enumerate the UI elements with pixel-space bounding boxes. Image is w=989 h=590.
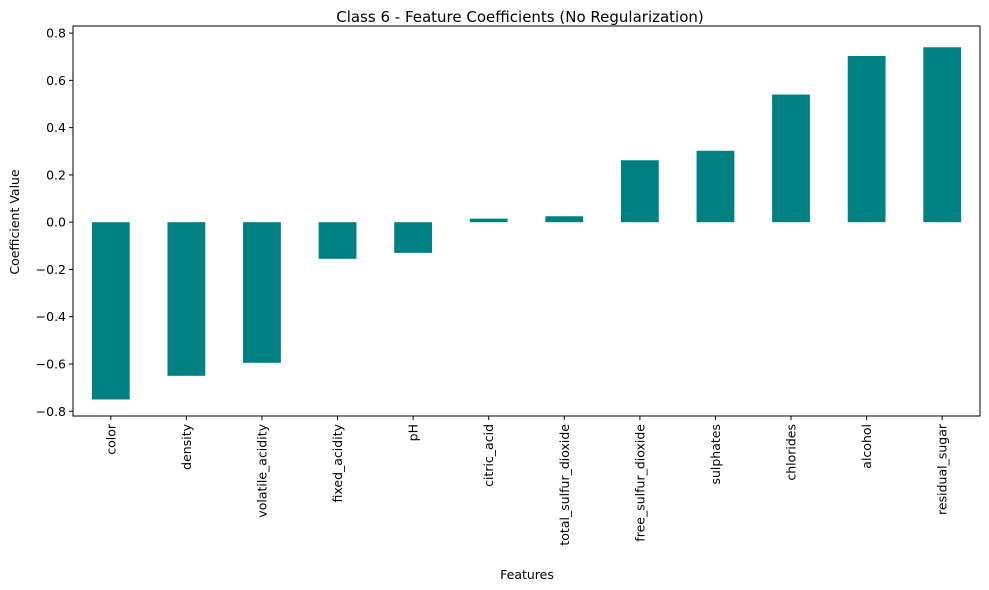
bar-density	[167, 222, 206, 376]
x-tick-label: pH	[406, 424, 421, 441]
bar-alcohol	[847, 56, 886, 223]
x-tick-label: free_sulfur_dioxide	[632, 424, 647, 542]
y-tick-label: −0.6	[36, 357, 66, 372]
bar-residual_sugar	[923, 47, 962, 223]
bar-pH	[394, 222, 433, 253]
y-tick-label: −0.4	[36, 309, 66, 324]
bar-chlorides	[772, 94, 810, 223]
bars-group	[91, 47, 962, 400]
bar-sulphates	[696, 150, 735, 223]
x-tick-label: alcohol	[859, 424, 874, 469]
plot-frame	[72, 25, 981, 417]
bar-color	[91, 222, 130, 400]
x-tick-label: color	[103, 423, 118, 455]
y-tick-label: 0.8	[46, 26, 66, 41]
bar-volatile_acidity	[243, 222, 281, 363]
x-tick-label: residual_sugar	[935, 423, 950, 515]
x-tick-label: fixed_acidity	[330, 423, 345, 502]
bar-free_sulfur_dioxide	[620, 160, 659, 223]
bar-total_sulfur_dioxide	[545, 216, 584, 223]
y-tick-label: −0.2	[36, 262, 66, 277]
bar-citric_acid	[469, 218, 508, 223]
y-axis-label: Coefficient Value	[7, 169, 22, 275]
chart-title: Class 6 - Feature Coefficients (No Regul…	[336, 8, 704, 26]
y-tick-label: 0.2	[46, 167, 66, 182]
x-axis-ticks: color density volatile_acidity fixed_acidit…	[103, 416, 950, 546]
y-axis-ticks: −0.8 −0.6 −0.4 −0.2 0.0 0.2 0.4 0.6 0.8	[36, 26, 73, 419]
x-tick-label: volatile_acidity	[254, 423, 269, 517]
x-tick-label: citric_acid	[481, 424, 496, 487]
x-axis-label: Features	[500, 567, 554, 582]
x-tick-label: density	[179, 423, 194, 469]
y-tick-label: 0.0	[46, 215, 66, 230]
x-tick-label: chlorides	[784, 424, 799, 481]
y-tick-label: 0.4	[46, 120, 66, 135]
x-tick-label: sulphates	[708, 424, 723, 485]
x-tick-label: total_sulfur_dioxide	[557, 424, 572, 546]
bar-fixed_acidity	[318, 222, 357, 259]
y-tick-label: −0.8	[36, 404, 66, 419]
y-tick-label: 0.6	[46, 73, 66, 88]
